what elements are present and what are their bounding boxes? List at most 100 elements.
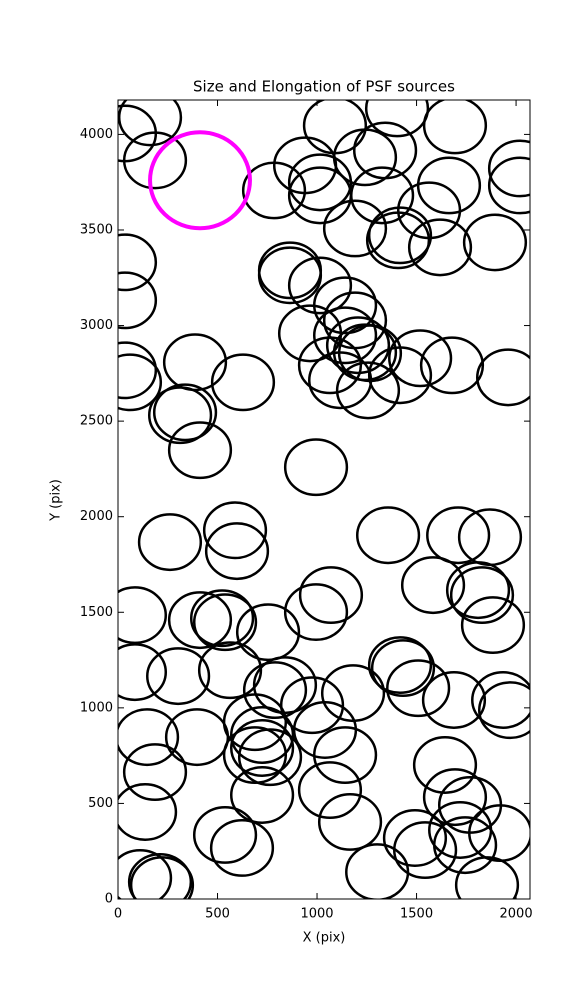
source-ellipse xyxy=(367,636,433,695)
source-ellipse xyxy=(382,809,448,867)
source-ellipse xyxy=(487,156,530,215)
source-ellipse xyxy=(204,522,270,581)
source-ellipse xyxy=(202,501,268,560)
source-ellipse xyxy=(419,336,485,395)
source-ellipse xyxy=(167,421,233,480)
source-ellipse xyxy=(279,676,345,735)
source-ellipse xyxy=(367,206,433,265)
y-tick-label: 0 xyxy=(105,892,113,907)
y-tick-label: 3500 xyxy=(80,222,113,237)
source-ellipse xyxy=(242,661,308,720)
source-ellipse xyxy=(487,139,530,198)
source-ellipse xyxy=(118,783,178,841)
source-ellipse xyxy=(325,316,391,375)
source-ellipse xyxy=(118,586,168,645)
source-ellipse xyxy=(152,383,218,442)
source-ellipse xyxy=(412,736,478,794)
source-ellipse xyxy=(209,818,275,877)
source-ellipse xyxy=(322,199,388,258)
source-ellipse xyxy=(298,566,364,625)
source-ellipse xyxy=(312,306,378,365)
source-ellipse xyxy=(192,593,258,652)
source-ellipse xyxy=(287,256,353,315)
y-tick-label: 2500 xyxy=(80,414,113,429)
source-ellipse xyxy=(297,761,363,820)
source-ellipse xyxy=(471,671,530,729)
source-ellipse xyxy=(118,353,163,412)
chart-title: Size and Elongation of PSF sources xyxy=(193,78,455,96)
source-ellipse xyxy=(230,719,295,777)
source-ellipse xyxy=(350,166,415,225)
source-ellipse xyxy=(407,218,473,277)
source-ellipse xyxy=(118,643,168,702)
source-ellipse xyxy=(449,566,515,625)
source-ellipse xyxy=(297,336,363,395)
x-tick-label: 500 xyxy=(205,907,230,922)
x-tick-label: 1500 xyxy=(400,907,433,922)
source-ellipse xyxy=(118,341,158,400)
source-ellipse xyxy=(118,271,158,330)
source-ellipse xyxy=(147,386,213,445)
source-ellipse xyxy=(364,100,430,138)
source-ellipse xyxy=(283,583,349,642)
source-ellipse xyxy=(118,100,183,147)
source-ellipse xyxy=(433,816,498,875)
source-ellipse xyxy=(370,639,436,698)
source-ellipse xyxy=(367,346,433,405)
source-ellipse xyxy=(422,100,488,155)
y-tick-label: 1000 xyxy=(80,700,113,715)
plot-frame xyxy=(117,99,531,900)
source-ellipse xyxy=(122,131,188,190)
source-ellipse xyxy=(312,726,378,785)
source-ellipse xyxy=(137,513,203,572)
source-ellipse xyxy=(237,728,303,787)
plot-area xyxy=(118,100,530,899)
source-ellipse xyxy=(462,213,528,272)
y-tick-label: 3000 xyxy=(80,318,113,333)
y-tick-label: 500 xyxy=(88,796,113,811)
source-ellipse xyxy=(365,211,431,270)
source-ellipse xyxy=(167,591,233,650)
source-ellipse xyxy=(308,351,373,410)
source-ellipse xyxy=(454,856,520,899)
y-tick-label: 4000 xyxy=(80,127,113,142)
source-ellipse xyxy=(421,671,487,729)
source-ellipse xyxy=(386,659,451,718)
y-tick-label: 2000 xyxy=(80,509,113,524)
source-ellipse xyxy=(189,589,255,648)
source-ellipse xyxy=(122,743,188,802)
source-ellipse xyxy=(317,793,383,851)
source-ellipse xyxy=(210,353,276,412)
source-ellipse xyxy=(235,603,301,662)
source-ellipse xyxy=(118,849,173,899)
source-ellipse xyxy=(197,641,263,700)
source-ellipse xyxy=(192,805,258,864)
source-ellipse xyxy=(355,506,421,565)
source-ellipse xyxy=(222,693,288,752)
source-ellipse xyxy=(460,596,526,655)
x-tick-label: 0 xyxy=(114,907,122,922)
source-ellipse xyxy=(353,121,418,180)
source-ellipse xyxy=(129,856,195,899)
source-ellipse xyxy=(118,233,158,292)
source-ellipse xyxy=(400,556,466,615)
source-ellipse xyxy=(345,843,410,899)
source-ellipse xyxy=(388,329,453,388)
y-tick-label: 1500 xyxy=(80,605,113,620)
source-ellipse xyxy=(127,853,193,899)
source-ellipse xyxy=(426,506,491,565)
x-tick-label: 2000 xyxy=(500,907,533,922)
source-ellipse xyxy=(335,361,401,420)
source-ellipse xyxy=(146,647,211,706)
source-ellipse xyxy=(230,766,295,824)
source-ellipse xyxy=(422,768,488,827)
x-axis-label: X (pix) xyxy=(303,931,346,946)
source-ellipse xyxy=(148,130,252,231)
x-tick-label: 1000 xyxy=(300,907,333,922)
source-ellipse xyxy=(283,438,349,497)
source-ellipse xyxy=(476,348,530,407)
y-axis-label: Y (pix) xyxy=(49,479,64,522)
source-ellipse xyxy=(445,561,511,620)
